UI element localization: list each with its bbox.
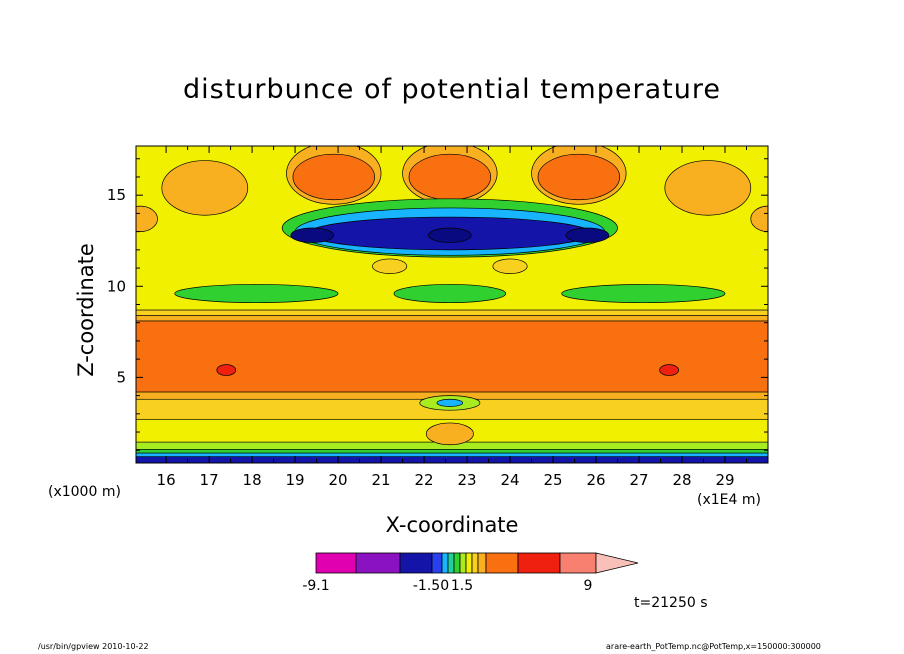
contour-region-16 — [537, 153, 621, 201]
contour-region-36 — [425, 422, 474, 446]
contour-region-20 — [750, 205, 768, 232]
colorbar-segment — [399, 552, 433, 574]
colorbar-segment — [477, 552, 487, 574]
x-tick-label: 29 — [715, 471, 734, 489]
contour-region-15 — [408, 153, 492, 201]
y-tick-label: 5 — [116, 368, 126, 386]
x-tick-label: 19 — [286, 471, 305, 489]
x-tick-label: 23 — [458, 471, 477, 489]
chart-title: disturbunce of potential temperature — [183, 74, 721, 105]
contour-region-33 — [659, 364, 679, 376]
colorbar-segment — [465, 552, 473, 574]
x-axis-unit: (x1E4 m) — [697, 492, 761, 508]
x-tick-label: 25 — [543, 471, 562, 489]
contour-region-32 — [216, 364, 237, 376]
contour-region-30 — [372, 258, 408, 274]
x-tick-label: 18 — [243, 471, 262, 489]
x-tick-label: 16 — [157, 471, 176, 489]
colorbar-label: 1.5 — [451, 578, 473, 594]
colorbar-segment — [355, 552, 401, 574]
y-tick-label: 10 — [107, 277, 126, 295]
colorbar-segment — [453, 552, 461, 574]
contour-band-1 — [136, 452, 768, 457]
colorbar-segment — [431, 552, 443, 574]
contour-region-27 — [174, 284, 339, 304]
contour-region-28 — [393, 284, 507, 304]
colorbar-label: -1.50 — [413, 578, 449, 594]
colorbar-extension — [595, 552, 639, 574]
x-tick-label: 20 — [329, 471, 348, 489]
y-axis-unit: (x1000 m) — [48, 484, 121, 500]
colorbar-segment — [447, 552, 455, 574]
time-label: t=21250 s — [634, 595, 708, 611]
y-axis-label: Z-coordinate — [74, 243, 98, 377]
colorbar-label: 9 — [584, 578, 593, 594]
x-tick-label: 28 — [672, 471, 691, 489]
contour-region-31 — [492, 258, 528, 274]
contour-band-7 — [136, 320, 768, 393]
footer-source: arare-earth_PotTemp.nc@PotTemp,x=150000:… — [606, 642, 821, 651]
x-tick-label: 24 — [500, 471, 519, 489]
colorbar-segment — [559, 552, 597, 574]
colorbar-segment — [315, 552, 357, 574]
contour-region-19 — [136, 205, 158, 232]
footer-program: /usr/bin/gpview 2010-10-22 — [38, 642, 149, 651]
x-tick-label: 17 — [200, 471, 219, 489]
contour-region-29 — [561, 284, 726, 304]
contour-region-18 — [664, 160, 752, 216]
x-axis-label: X-coordinate — [385, 513, 519, 537]
contour-band-2 — [136, 449, 768, 454]
contour-region-24 — [290, 227, 335, 243]
contour-band-8 — [136, 315, 768, 322]
contour-region-35 — [436, 398, 464, 407]
colorbar-segment — [485, 552, 519, 574]
contour-band-9 — [136, 309, 768, 316]
x-tick-label: 26 — [586, 471, 605, 489]
colorbar-segment — [517, 552, 561, 574]
contour-region-14 — [292, 153, 375, 201]
contour-region-17 — [161, 160, 249, 216]
colorbar-segment — [471, 552, 479, 574]
x-tick-label: 27 — [629, 471, 648, 489]
contour-region-26 — [565, 227, 610, 243]
y-tick-label: 15 — [107, 186, 126, 204]
x-tick-label: 21 — [372, 471, 391, 489]
colorbar-label: -9.1 — [302, 578, 329, 594]
colorbar-segment — [441, 552, 449, 574]
x-tick-label: 22 — [415, 471, 434, 489]
contour-region-25 — [428, 227, 472, 243]
colorbar-segment — [459, 552, 467, 574]
